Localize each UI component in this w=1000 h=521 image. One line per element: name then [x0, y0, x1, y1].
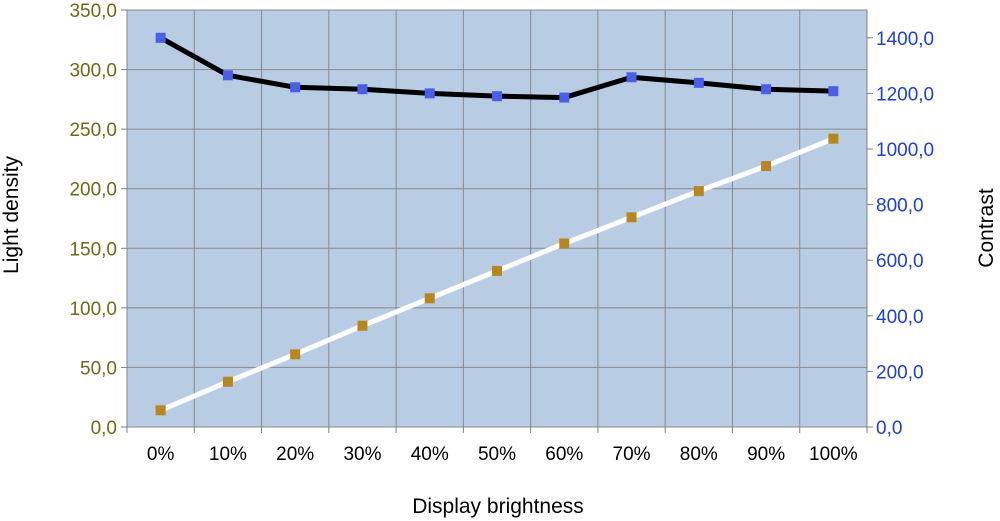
- series-1-point: [424, 88, 435, 99]
- series-1-point: [155, 32, 166, 43]
- plot-area: [127, 10, 867, 427]
- series-2-point: [424, 293, 435, 304]
- series-1-point: [492, 91, 502, 102]
- series-2-point: [222, 376, 233, 387]
- series-2-point: [290, 349, 301, 360]
- series-2-point: [155, 405, 166, 416]
- x-tick-label: 30%: [343, 444, 381, 465]
- right-tick-label: 200,0: [876, 362, 924, 383]
- series-2-point: [626, 212, 637, 223]
- series-2-point: [492, 265, 502, 276]
- right-tick-label: 600,0: [876, 251, 924, 272]
- left-tick-label: 50,0: [80, 358, 117, 379]
- series-2-point: [828, 133, 839, 144]
- right-tick-label: 1200,0: [876, 84, 934, 105]
- series-1-point: [559, 92, 570, 103]
- series-2-point: [559, 238, 570, 249]
- x-tick-label: 20%: [276, 444, 314, 465]
- x-tick-label: 10%: [209, 444, 247, 465]
- right-tick-label: 1000,0: [876, 140, 934, 161]
- x-tick-label: 90%: [747, 444, 785, 465]
- right-tick-label: 400,0: [876, 307, 924, 328]
- series-2-point: [357, 320, 368, 331]
- x-tick-label: 40%: [411, 444, 449, 465]
- left-axis-ticks: 0,0 50,0 100,0 150,0 200,0 250,0 300,0 350,0: [69, 1, 127, 439]
- x-axis-title: Display brightness: [412, 495, 584, 518]
- left-tick-label: 200,0: [69, 180, 117, 201]
- right-tick-label: 0,0: [876, 418, 902, 439]
- right-tick-label: 800,0: [876, 196, 924, 217]
- right-tick-label: 1400,0: [876, 29, 934, 50]
- left-tick-label: 150,0: [69, 239, 117, 260]
- x-tick-label: 60%: [545, 444, 583, 465]
- left-tick-label: 350,0: [69, 1, 117, 22]
- x-tick-label: 100%: [809, 444, 858, 465]
- series-1-point: [626, 72, 637, 83]
- series-2-point: [761, 161, 772, 172]
- right-axis-title: Contrast: [975, 188, 998, 268]
- series-1-point: [828, 86, 839, 97]
- series-1-point: [761, 84, 772, 95]
- series-1-point: [693, 77, 704, 88]
- right-axis-ticks: 0,0 200,0 400,0 600,0 800,0 1000,0 1200,0 1400,…: [866, 10, 934, 439]
- left-axis-title: Light density: [0, 156, 23, 274]
- x-tick-label: 80%: [680, 444, 718, 465]
- x-axis-ticks: 0% 10% 20% 30% 40% 50% 60% 70% 80% 90% 100%: [126, 427, 868, 465]
- series-1-point: [357, 84, 368, 95]
- series-1-point: [290, 82, 301, 93]
- series-1-point: [222, 70, 233, 81]
- x-tick-label: 50%: [478, 444, 516, 465]
- left-tick-label: 300,0: [69, 61, 117, 82]
- x-tick-label: 0%: [147, 444, 175, 465]
- series-group: [155, 32, 839, 416]
- left-tick-label: 250,0: [69, 120, 117, 141]
- series-2-point: [693, 186, 704, 197]
- left-tick-label: 0,0: [91, 418, 117, 439]
- x-tick-label: 70%: [613, 444, 651, 465]
- left-tick-label: 100,0: [69, 299, 117, 320]
